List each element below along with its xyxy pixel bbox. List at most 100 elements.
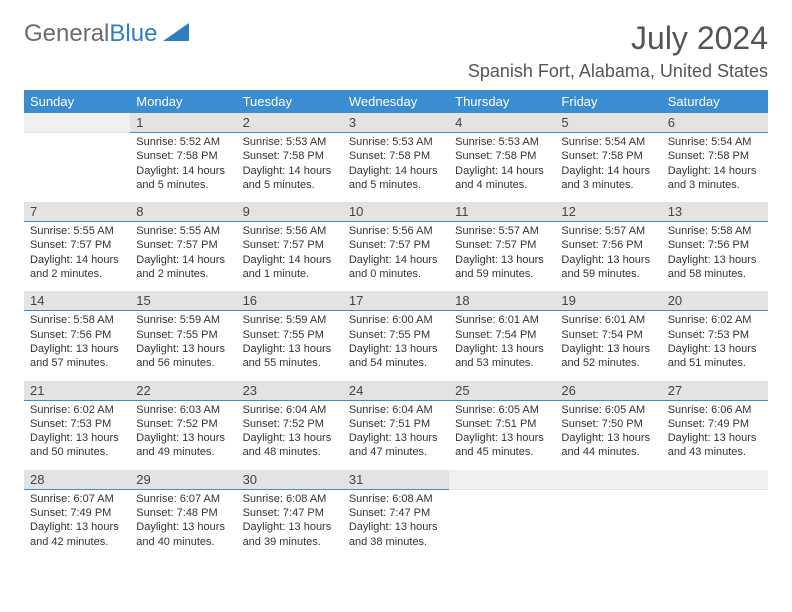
day-details: Sunrise: 5:57 AMSunset: 7:56 PMDaylight:… <box>555 222 661 287</box>
calendar-day: 28Sunrise: 6:07 AMSunset: 7:49 PMDayligh… <box>24 470 130 555</box>
sunset-text: Sunset: 7:54 PM <box>455 328 549 342</box>
day-number: 4 <box>449 113 555 133</box>
daylight-text: Daylight: 14 hours and 3 minutes. <box>668 164 762 193</box>
day-details: Sunrise: 6:00 AMSunset: 7:55 PMDaylight:… <box>343 311 449 376</box>
day-number: 19 <box>555 291 661 311</box>
calendar-day: 8Sunrise: 5:55 AMSunset: 7:57 PMDaylight… <box>130 202 236 287</box>
daylight-text: Daylight: 13 hours and 49 minutes. <box>136 431 230 460</box>
day-details: Sunrise: 5:56 AMSunset: 7:57 PMDaylight:… <box>237 222 343 287</box>
sunrise-text: Sunrise: 6:04 AM <box>349 403 443 417</box>
sunset-text: Sunset: 7:52 PM <box>243 417 337 431</box>
day-details: Sunrise: 5:53 AMSunset: 7:58 PMDaylight:… <box>343 133 449 198</box>
sunset-text: Sunset: 7:49 PM <box>30 506 124 520</box>
sunset-text: Sunset: 7:50 PM <box>561 417 655 431</box>
day-details <box>24 133 130 141</box>
day-number: 14 <box>24 291 130 311</box>
daylight-text: Daylight: 14 hours and 0 minutes. <box>349 253 443 282</box>
day-number: 11 <box>449 202 555 222</box>
sunset-text: Sunset: 7:55 PM <box>243 328 337 342</box>
daylight-text: Daylight: 13 hours and 38 minutes. <box>349 520 443 549</box>
day-number: 23 <box>237 381 343 401</box>
calendar-day: 9Sunrise: 5:56 AMSunset: 7:57 PMDaylight… <box>237 202 343 287</box>
daylight-text: Daylight: 14 hours and 2 minutes. <box>30 253 124 282</box>
day-number: 13 <box>662 202 768 222</box>
day-details <box>555 490 661 498</box>
sunrise-text: Sunrise: 6:02 AM <box>30 403 124 417</box>
day-details: Sunrise: 6:05 AMSunset: 7:51 PMDaylight:… <box>449 401 555 466</box>
sunset-text: Sunset: 7:54 PM <box>561 328 655 342</box>
calendar-day: 2Sunrise: 5:53 AMSunset: 7:58 PMDaylight… <box>237 113 343 198</box>
calendar-day: 7Sunrise: 5:55 AMSunset: 7:57 PMDaylight… <box>24 202 130 287</box>
calendar-day: 25Sunrise: 6:05 AMSunset: 7:51 PMDayligh… <box>449 381 555 466</box>
weekday-label: Tuesday <box>237 90 343 113</box>
location-label: Spanish Fort, Alabama, United States <box>24 61 768 82</box>
weekday-header: Sunday Monday Tuesday Wednesday Thursday… <box>24 90 768 113</box>
daylight-text: Daylight: 13 hours and 52 minutes. <box>561 342 655 371</box>
day-details: Sunrise: 5:58 AMSunset: 7:56 PMDaylight:… <box>24 311 130 376</box>
calendar-day: 1Sunrise: 5:52 AMSunset: 7:58 PMDaylight… <box>130 113 236 198</box>
day-details: Sunrise: 6:07 AMSunset: 7:48 PMDaylight:… <box>130 490 236 555</box>
sunset-text: Sunset: 7:58 PM <box>349 149 443 163</box>
calendar-day: 31Sunrise: 6:08 AMSunset: 7:47 PMDayligh… <box>343 470 449 555</box>
sunset-text: Sunset: 7:51 PM <box>455 417 549 431</box>
daylight-text: Daylight: 14 hours and 4 minutes. <box>455 164 549 193</box>
day-details: Sunrise: 5:58 AMSunset: 7:56 PMDaylight:… <box>662 222 768 287</box>
sunrise-text: Sunrise: 5:53 AM <box>243 135 337 149</box>
sunrise-text: Sunrise: 6:02 AM <box>668 313 762 327</box>
calendar-day: 20Sunrise: 6:02 AMSunset: 7:53 PMDayligh… <box>662 291 768 376</box>
daylight-text: Daylight: 13 hours and 40 minutes. <box>136 520 230 549</box>
calendar-day <box>662 470 768 555</box>
day-number: 22 <box>130 381 236 401</box>
day-details: Sunrise: 5:54 AMSunset: 7:58 PMDaylight:… <box>555 133 661 198</box>
daylight-text: Daylight: 13 hours and 43 minutes. <box>668 431 762 460</box>
day-details <box>662 490 768 498</box>
weekday-label: Saturday <box>662 90 768 113</box>
sunset-text: Sunset: 7:58 PM <box>561 149 655 163</box>
day-details: Sunrise: 5:52 AMSunset: 7:58 PMDaylight:… <box>130 133 236 198</box>
daylight-text: Daylight: 13 hours and 44 minutes. <box>561 431 655 460</box>
sunrise-text: Sunrise: 6:08 AM <box>349 492 443 506</box>
calendar-day: 23Sunrise: 6:04 AMSunset: 7:52 PMDayligh… <box>237 381 343 466</box>
day-details: Sunrise: 6:08 AMSunset: 7:47 PMDaylight:… <box>237 490 343 555</box>
sunrise-text: Sunrise: 6:00 AM <box>349 313 443 327</box>
sunset-text: Sunset: 7:57 PM <box>136 238 230 252</box>
day-number: 15 <box>130 291 236 311</box>
sunrise-text: Sunrise: 6:08 AM <box>243 492 337 506</box>
day-details: Sunrise: 6:07 AMSunset: 7:49 PMDaylight:… <box>24 490 130 555</box>
sunset-text: Sunset: 7:58 PM <box>668 149 762 163</box>
sunset-text: Sunset: 7:48 PM <box>136 506 230 520</box>
day-details: Sunrise: 6:01 AMSunset: 7:54 PMDaylight:… <box>555 311 661 376</box>
sunset-text: Sunset: 7:53 PM <box>30 417 124 431</box>
sunset-text: Sunset: 7:57 PM <box>30 238 124 252</box>
logo-triangle-icon <box>163 20 189 48</box>
sunrise-text: Sunrise: 6:04 AM <box>243 403 337 417</box>
daylight-text: Daylight: 13 hours and 59 minutes. <box>455 253 549 282</box>
calendar-day <box>24 113 130 198</box>
page-title: July 2024 <box>631 20 768 57</box>
calendar-day: 4Sunrise: 5:53 AMSunset: 7:58 PMDaylight… <box>449 113 555 198</box>
day-number: 1 <box>130 113 236 133</box>
calendar-day: 21Sunrise: 6:02 AMSunset: 7:53 PMDayligh… <box>24 381 130 466</box>
daylight-text: Daylight: 13 hours and 45 minutes. <box>455 431 549 460</box>
sunset-text: Sunset: 7:58 PM <box>243 149 337 163</box>
day-number: 31 <box>343 470 449 490</box>
sunset-text: Sunset: 7:58 PM <box>455 149 549 163</box>
sunrise-text: Sunrise: 6:01 AM <box>455 313 549 327</box>
daylight-text: Daylight: 13 hours and 58 minutes. <box>668 253 762 282</box>
day-details <box>449 490 555 498</box>
daylight-text: Daylight: 13 hours and 47 minutes. <box>349 431 443 460</box>
daylight-text: Daylight: 14 hours and 3 minutes. <box>561 164 655 193</box>
calendar-week: 7Sunrise: 5:55 AMSunset: 7:57 PMDaylight… <box>24 202 768 287</box>
sunrise-text: Sunrise: 5:56 AM <box>243 224 337 238</box>
logo-text-2: Blue <box>109 20 157 48</box>
sunrise-text: Sunrise: 5:59 AM <box>243 313 337 327</box>
sunrise-text: Sunrise: 6:07 AM <box>30 492 124 506</box>
daylight-text: Daylight: 13 hours and 57 minutes. <box>30 342 124 371</box>
sunset-text: Sunset: 7:55 PM <box>136 328 230 342</box>
daylight-text: Daylight: 14 hours and 5 minutes. <box>136 164 230 193</box>
calendar-day: 5Sunrise: 5:54 AMSunset: 7:58 PMDaylight… <box>555 113 661 198</box>
day-number: 24 <box>343 381 449 401</box>
day-details: Sunrise: 6:01 AMSunset: 7:54 PMDaylight:… <box>449 311 555 376</box>
sunset-text: Sunset: 7:56 PM <box>30 328 124 342</box>
calendar: Sunday Monday Tuesday Wednesday Thursday… <box>24 90 768 555</box>
